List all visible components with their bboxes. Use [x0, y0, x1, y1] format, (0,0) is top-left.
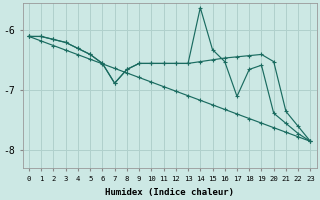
X-axis label: Humidex (Indice chaleur): Humidex (Indice chaleur) — [105, 188, 234, 197]
